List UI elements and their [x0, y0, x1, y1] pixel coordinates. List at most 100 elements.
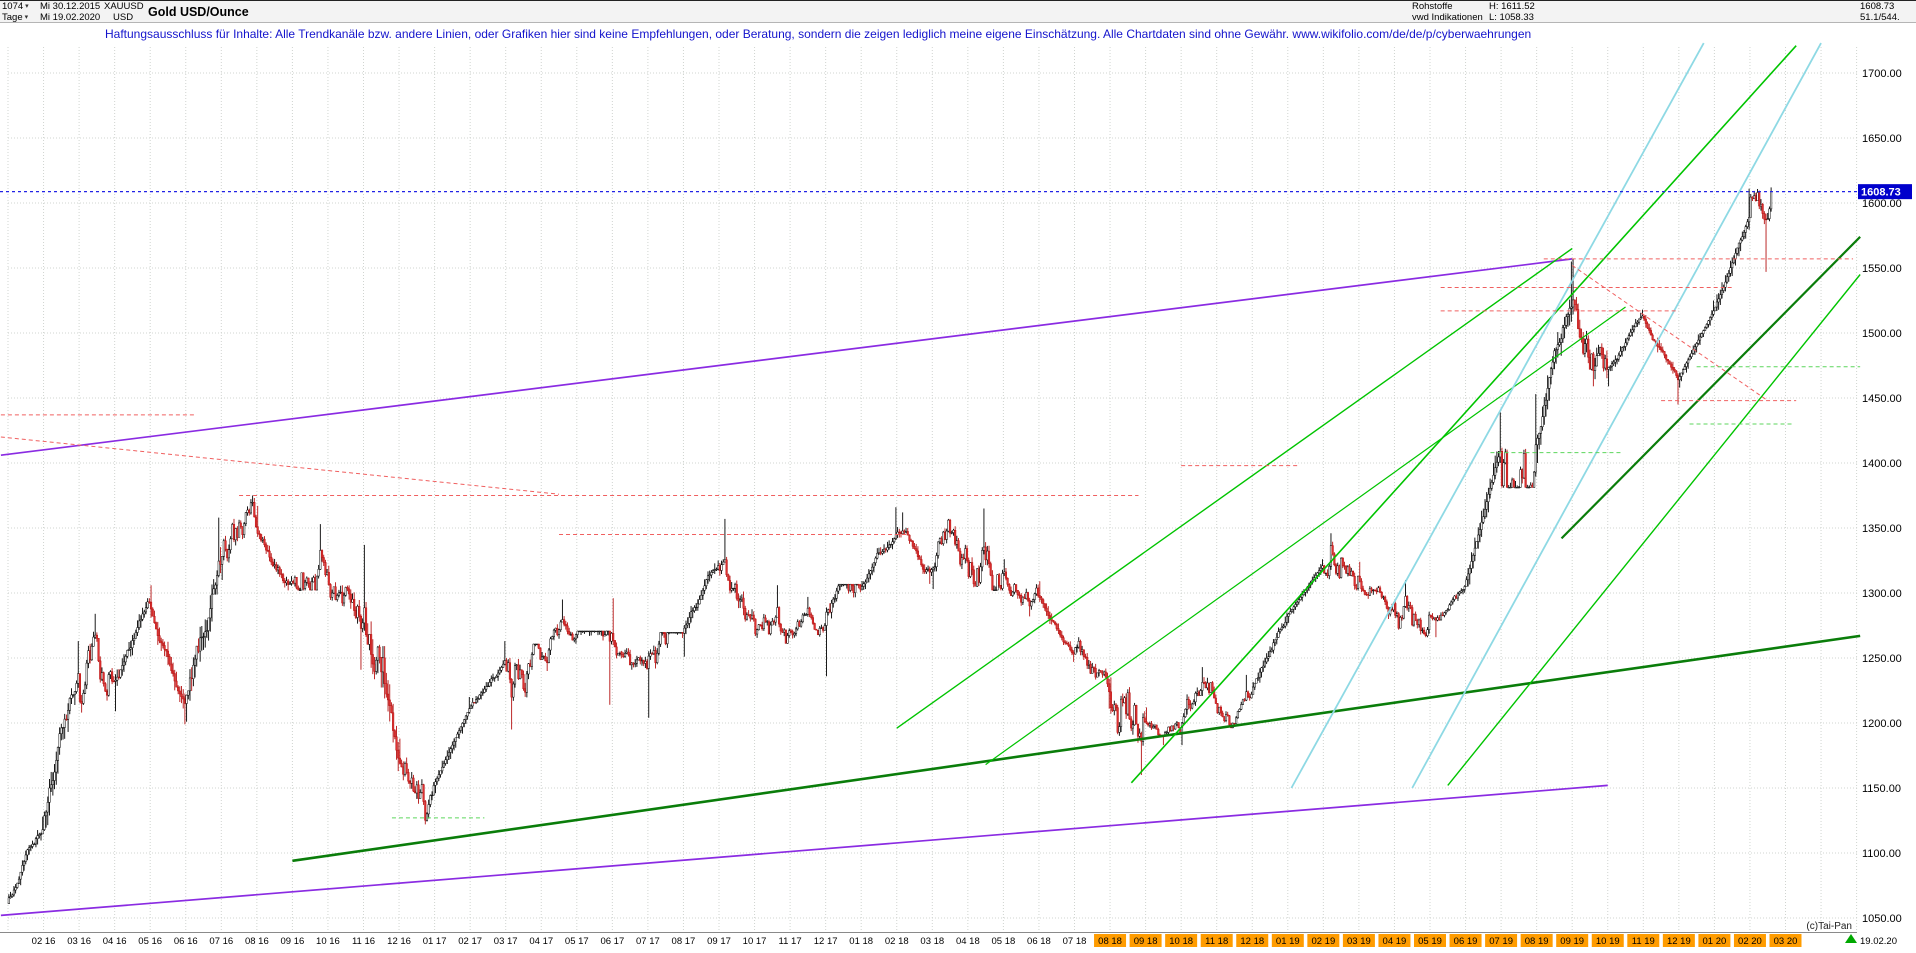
candle-body	[1521, 469, 1524, 479]
candle-body	[322, 557, 325, 563]
candle-body	[1377, 587, 1380, 593]
candle-body	[822, 627, 825, 631]
candle-body	[1196, 691, 1199, 694]
candle-body	[9, 896, 12, 899]
candle-body	[283, 580, 286, 584]
candle-body	[1133, 704, 1136, 726]
candle-body	[657, 643, 660, 654]
candle-body	[1062, 637, 1065, 643]
candle-body	[906, 531, 909, 536]
candle-body	[1539, 426, 1542, 434]
candle-body	[732, 587, 735, 590]
candle-body	[1497, 456, 1500, 463]
candle-body	[742, 597, 745, 609]
candle-body	[1702, 330, 1705, 334]
candle-body	[808, 607, 811, 615]
candle-body	[114, 679, 117, 682]
candle-body	[662, 632, 666, 635]
candle-body	[502, 663, 505, 668]
candle-body	[1292, 606, 1295, 610]
candle-body	[1328, 566, 1331, 576]
candle-body	[1692, 349, 1695, 354]
candle-body	[813, 623, 816, 630]
candle-body	[136, 627, 139, 633]
candle-body	[270, 556, 273, 563]
candle-body	[1468, 568, 1471, 575]
candle-body	[134, 632, 137, 639]
candle-body	[1348, 566, 1351, 576]
x-axis-tick-label: 03 19	[1347, 936, 1371, 947]
x-axis-tick-label: 07 18	[1063, 936, 1087, 947]
candle-body	[774, 616, 777, 623]
candle-body	[1353, 576, 1356, 586]
candle-body	[1289, 611, 1292, 615]
bars-count-dropdown-icon[interactable]: ▾	[25, 3, 29, 10]
candle-body	[646, 661, 649, 669]
candle-body	[1243, 699, 1246, 701]
candle-body	[216, 575, 219, 586]
candle-body	[58, 733, 61, 748]
symbol-label: XAUUSD	[104, 1, 144, 12]
candle-body	[942, 531, 945, 544]
copyright-label: (c)Tai-Pan	[1806, 921, 1852, 932]
x-axis-tick-label: 05 19	[1418, 936, 1442, 947]
candle-body	[1299, 597, 1302, 600]
candle-body	[524, 688, 527, 693]
candle-body	[783, 629, 786, 633]
candle-body	[832, 598, 835, 604]
last-price-tag-label: 1608.73	[1861, 187, 1901, 199]
candle-body	[1428, 614, 1431, 630]
candle-body	[19, 871, 22, 880]
candle-body	[739, 599, 742, 602]
candle-body	[309, 583, 312, 591]
x-axis-tick-label: 01 17	[423, 936, 447, 947]
candle-body	[1467, 573, 1470, 581]
candle-body	[412, 777, 415, 792]
period-selector[interactable]: Tage	[2, 12, 23, 23]
candle-body	[295, 577, 298, 589]
candle-body	[668, 632, 671, 634]
candle-body	[51, 780, 54, 786]
candle-body	[1690, 353, 1693, 357]
price-chart-canvas[interactable]: 1700.00 1650.00 1600.00 1550.00 1500.00 1450.…	[0, 23, 1916, 953]
candle-body	[1483, 509, 1487, 517]
candle-body	[366, 634, 369, 645]
candle-body	[173, 673, 176, 682]
candle-body	[1516, 487, 1519, 489]
candle-body	[236, 528, 239, 538]
candle-body	[859, 584, 862, 590]
candle-body	[683, 627, 686, 634]
candle-body	[730, 588, 733, 591]
candle-body	[940, 538, 943, 544]
candle-body	[1441, 614, 1444, 617]
chart-header: 1074 ▾ Tage ▾ Mi 30.12.2015 Mi 19.02.202…	[0, 1, 1916, 23]
candle-body	[1375, 590, 1378, 593]
chart-area[interactable]: Haftungsausschluss für Inhalte: Alle Tre…	[0, 23, 1916, 953]
candle-body	[473, 702, 476, 704]
candle-body	[1048, 615, 1052, 619]
candle-body	[620, 651, 623, 655]
candle-body	[503, 660, 506, 665]
candle-body	[583, 630, 586, 633]
candle-body	[659, 632, 662, 645]
candle-body	[1150, 723, 1153, 729]
candle-body	[1248, 696, 1251, 699]
candle-body	[427, 804, 430, 815]
period-dropdown-icon[interactable]: ▾	[24, 14, 29, 21]
candle-body	[547, 649, 550, 663]
candle-body	[405, 763, 408, 773]
candle-body	[590, 630, 593, 633]
candle-body	[398, 757, 401, 764]
candle-body	[728, 580, 732, 591]
candle-body	[649, 653, 652, 657]
candle-body	[1423, 629, 1426, 635]
candlestick-series	[7, 187, 1773, 904]
candle-body	[915, 548, 918, 552]
candle-body	[1714, 306, 1717, 312]
candle-body	[1120, 698, 1123, 727]
scroll-end-icon[interactable]	[1845, 934, 1857, 943]
candle-body	[1365, 594, 1368, 596]
candle-body	[100, 672, 104, 680]
candle-body	[456, 733, 459, 739]
candle-body	[177, 686, 180, 692]
